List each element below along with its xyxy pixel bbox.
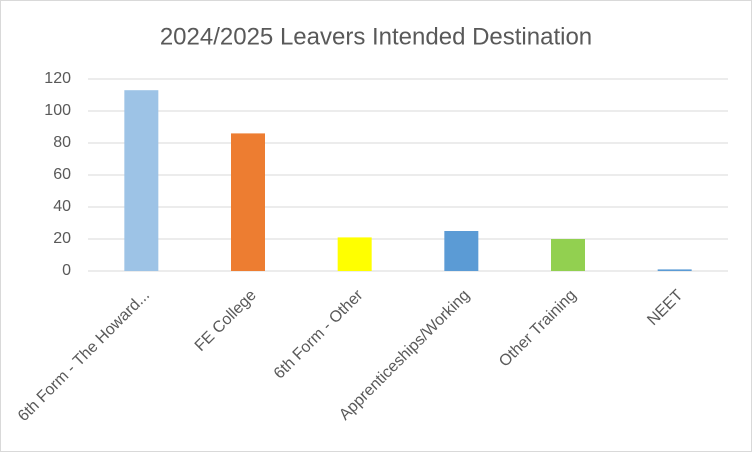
bar — [657, 269, 692, 271]
bar — [551, 239, 585, 271]
y-tick-label: 0 — [62, 262, 71, 279]
y-tick-label: 120 — [44, 70, 71, 87]
y-tick-label: 100 — [44, 102, 71, 119]
chart-title: 2024/2025 Leavers Intended Destination — [160, 23, 592, 50]
bar — [124, 90, 159, 271]
y-tick-label: 40 — [53, 198, 71, 215]
bar — [231, 133, 265, 271]
y-tick-label: 20 — [53, 230, 71, 247]
bar — [337, 237, 372, 271]
y-tick-label: 80 — [53, 134, 71, 151]
y-tick-label: 60 — [53, 166, 71, 183]
bar — [444, 231, 479, 271]
